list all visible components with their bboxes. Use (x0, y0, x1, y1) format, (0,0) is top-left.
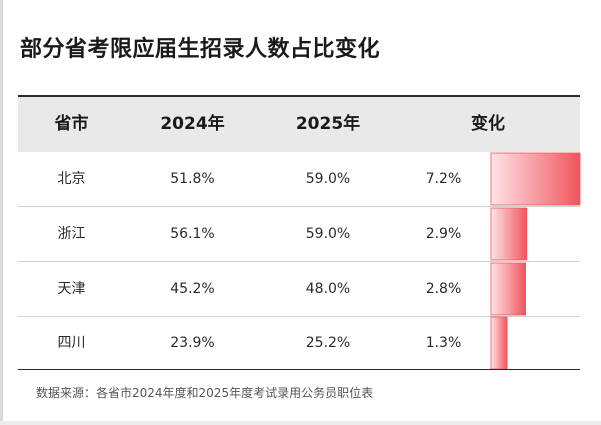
table-row-4-change: 1.3% (425, 335, 462, 351)
table-row-2-province: 浙江 (57, 226, 86, 242)
header-2024: 2024年 (160, 114, 225, 134)
table-row-4-2025: 25.2% (305, 335, 351, 351)
source-note: 数据来源：各省市2024年度和2025年度考试录用公务员职位表 (36, 386, 374, 400)
table-row-1-province: 北京 (57, 171, 86, 187)
header-change: 变化 (471, 114, 505, 134)
table-header-row: 省市 2024年 2025年 变化 (18, 97, 580, 152)
table-row-1-2024: 51.8% (170, 171, 215, 187)
table-bottom-rule (18, 369, 580, 370)
table-row-2-change: 2.9% (425, 226, 462, 242)
row-divider (18, 206, 580, 207)
table-top-rule (18, 95, 580, 97)
change-bar-1 (490, 152, 581, 206)
header-province: 省市 (54, 114, 89, 134)
table-row-2-2025: 59.0% (305, 226, 351, 242)
row-divider (18, 316, 580, 317)
table-row-3-2025: 48.0% (305, 281, 351, 297)
change-bar-4 (490, 316, 508, 370)
header-2025: 2025年 (295, 114, 361, 134)
table-row-1-change: 7.2% (425, 171, 462, 187)
table-row-2-2024: 56.1% (170, 226, 215, 242)
table-row-4-province: 四川 (57, 335, 86, 351)
table-row-3-province: 天津 (57, 281, 86, 297)
bottom-edge-divider (0, 421, 601, 425)
table-row-3-2024: 45.2% (170, 281, 215, 297)
left-edge-divider (0, 0, 3, 425)
table-row-3-change: 2.8% (425, 281, 462, 297)
row-divider (18, 261, 580, 262)
table-row-4-2024: 23.9% (170, 335, 215, 351)
chart-title: 部分省考限应届生招录人数占比变化 (20, 37, 381, 62)
change-bar-3 (490, 262, 526, 316)
change-bar-2 (490, 207, 528, 261)
table-row-1-2025: 59.0% (305, 171, 351, 187)
